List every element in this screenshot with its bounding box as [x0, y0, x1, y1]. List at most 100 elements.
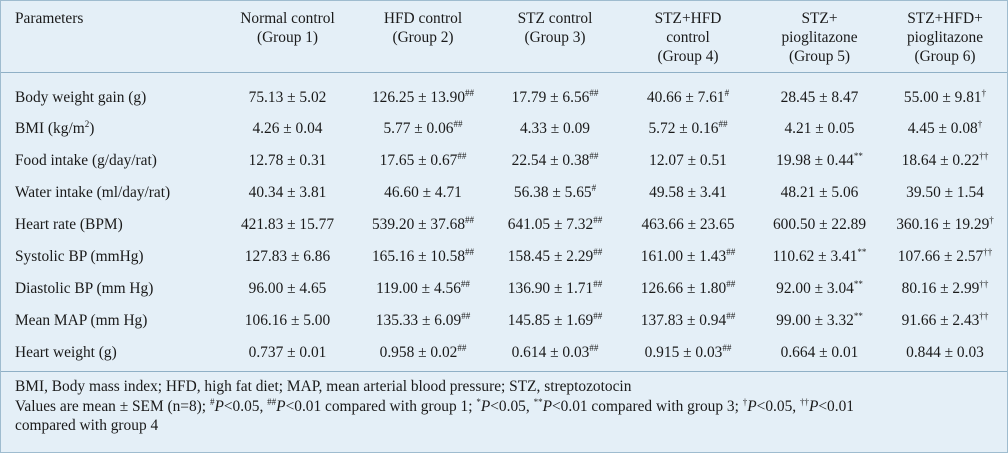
value-cell: 46.60 ± 4.71 — [384, 184, 462, 201]
group-header-line: Normal control — [240, 10, 335, 27]
significance-mark: ## — [457, 150, 467, 161]
group-header-line: (Group 5) — [788, 48, 851, 65]
group-header-line: pioglitazone — [906, 29, 984, 46]
significance-mark: ## — [589, 150, 599, 161]
value-cell: 17.65 ± 0.67## — [379, 150, 467, 169]
significance-mark: # — [591, 182, 597, 193]
significance-mark: ** — [853, 278, 863, 289]
group-header-line: (Group 1) — [256, 29, 319, 46]
value-cell: 158.45 ± 2.29## — [507, 246, 603, 265]
significance-mark: ## — [726, 246, 736, 257]
group-header: STZ control (Group 3) — [490, 1, 620, 73]
parameter-label: Heart weight (g) — [15, 344, 117, 361]
group-header-line: (Group 2) — [392, 29, 454, 46]
group-header-line: (Group 3) — [524, 29, 586, 46]
significance-mark: ## — [726, 310, 736, 321]
value-cell: 421.83 ± 15.77 — [240, 216, 335, 233]
value-cell: 40.34 ± 3.81 — [248, 184, 327, 201]
significance-mark: ## — [593, 310, 603, 321]
significance-mark: ## — [465, 87, 475, 98]
group-header-line: (Group 6) — [914, 48, 976, 65]
significance-mark: ** — [857, 246, 867, 257]
significance-mark: † — [981, 87, 987, 98]
table-row: Water intake (ml/day/rat) 40.34 ± 3.81 46.… — [1, 177, 1007, 209]
value-cell: 28.45 ± 8.47 — [780, 89, 859, 106]
group-header: Normal control (Group 1) — [219, 1, 356, 73]
value-cell: 0.664 ± 0.01 — [780, 344, 859, 361]
significance-mark: ** — [853, 310, 863, 321]
group-header: STZ+HFD+ pioglitazone (Group 6) — [883, 1, 1007, 73]
significance-mark: ## — [460, 278, 470, 289]
value-cell: 4.45 ± 0.08† — [907, 118, 983, 137]
table-row: Systolic BP (mmHg) 127.83 ± 6.86 165.16 ± … — [1, 241, 1007, 273]
table-row: Diastolic BP (mm Hg) 96.00 ± 4.65 119.00 ±… — [1, 273, 1007, 305]
value-cell: 19.98 ± 0.44** — [776, 150, 863, 169]
value-cell: 0.844 ± 0.03 — [906, 344, 984, 361]
table-row: Body weight gain (g) 75.13 ± 5.02 126.25 ±… — [1, 73, 1007, 114]
footnotes: BMI, Body mass index; HFD, high fat diet… — [1, 371, 1007, 436]
significance-mark: †† — [979, 150, 989, 161]
value-cell: 75.13 ± 5.02 — [248, 89, 327, 106]
value-cell: 18.64 ± 0.22†† — [901, 150, 989, 169]
value-cell: 127.83 ± 6.86 — [244, 248, 331, 265]
significance-mark: ## — [589, 87, 599, 98]
parameter-label: Body weight gain (g) — [15, 89, 147, 106]
significance-mark: ## — [593, 246, 603, 257]
significance-mark: †† — [979, 310, 989, 321]
group-header-line: STZ+HFD+ — [907, 10, 983, 27]
group-header-line: (Group 4) — [657, 48, 719, 65]
value-cell: 165.16 ± 10.58## — [371, 246, 475, 265]
value-cell: 39.50 ± 1.54 — [906, 184, 984, 201]
significance-mark: ## — [718, 118, 728, 129]
header-row: Parameters Normal control (Group 1) HFD c… — [1, 1, 1007, 73]
value-cell: 0.614 ± 0.03## — [511, 342, 599, 361]
parameter-label: Water intake (ml/day/rat) — [15, 184, 171, 201]
value-cell: 4.21 ± 0.05 — [784, 120, 855, 137]
value-cell: 12.07 ± 0.51 — [649, 152, 727, 169]
value-cell: 463.66 ± 23.65 — [641, 216, 735, 233]
parameters-header: Parameters — [1, 1, 219, 73]
parameter-label: BMI (kg/m2) — [15, 118, 95, 137]
significance-mark: † — [989, 214, 994, 225]
parameter-label: Systolic BP (mmHg) — [15, 248, 144, 265]
value-cell: 360.16 ± 19.29† — [896, 214, 994, 233]
table-row: BMI (kg/m2) 4.26 ± 0.04 5.77 ± 0.06## 4.33 … — [1, 113, 1007, 145]
value-cell: 126.66 ± 1.80## — [640, 278, 736, 297]
value-cell: 12.78 ± 0.31 — [248, 152, 327, 169]
statistics-note-continued: compared with group 4 — [15, 417, 159, 434]
value-cell: 40.66 ± 7.61# — [646, 87, 730, 106]
group-header: HFD control (Group 2) — [356, 1, 490, 73]
group-header-line: STZ+HFD — [654, 10, 722, 27]
table-row: Heart weight (g) 0.737 ± 0.01 0.958 ± 0.02… — [1, 337, 1007, 369]
value-cell: 55.00 ± 9.81† — [903, 87, 987, 106]
value-cell: 4.33 ± 0.09 — [519, 120, 590, 137]
value-cell: 136.90 ± 1.71## — [507, 278, 603, 297]
value-cell: 0.958 ± 0.02## — [379, 342, 467, 361]
value-cell: 91.66 ± 2.43†† — [901, 310, 989, 329]
value-cell: 22.54 ± 0.38## — [511, 150, 599, 169]
table-row: Heart rate (BPM) 421.83 ± 15.77 539.20 ± 3… — [1, 209, 1007, 241]
significance-mark: ## — [461, 310, 471, 321]
value-cell: 0.915 ± 0.03## — [644, 342, 732, 361]
group-header-line: pioglitazone — [781, 29, 858, 46]
significance-mark: ## — [589, 342, 599, 353]
significance-mark: ## — [453, 118, 463, 129]
significance-mark: ## — [593, 278, 603, 289]
group-header-line: STZ+ — [801, 10, 838, 27]
significance-mark: ## — [593, 214, 603, 225]
significance-mark: ## — [457, 342, 467, 353]
statistics-note: Values are mean ± SEM (n=8); #P<0.05, ##… — [15, 396, 854, 415]
significance-mark: † — [977, 118, 983, 129]
significance-mark: †† — [983, 246, 993, 257]
parameter-label: Mean MAP (mm Hg) — [15, 312, 148, 329]
value-cell: 96.00 ± 4.65 — [248, 280, 327, 297]
group-header: STZ+HFD control (Group 4) — [620, 1, 756, 73]
value-cell: 17.79 ± 6.56## — [511, 87, 599, 106]
table-row: Mean MAP (mm Hg) 106.16 ± 5.00 135.33 ± 6.… — [1, 305, 1007, 337]
parameter-label: Diastolic BP (mm Hg) — [15, 280, 154, 297]
value-cell: 48.21 ± 5.06 — [780, 184, 859, 201]
value-cell: 137.83 ± 0.94## — [640, 310, 736, 329]
group-header-line: HFD control — [383, 10, 463, 27]
value-cell: 56.38 ± 5.65# — [513, 182, 597, 201]
